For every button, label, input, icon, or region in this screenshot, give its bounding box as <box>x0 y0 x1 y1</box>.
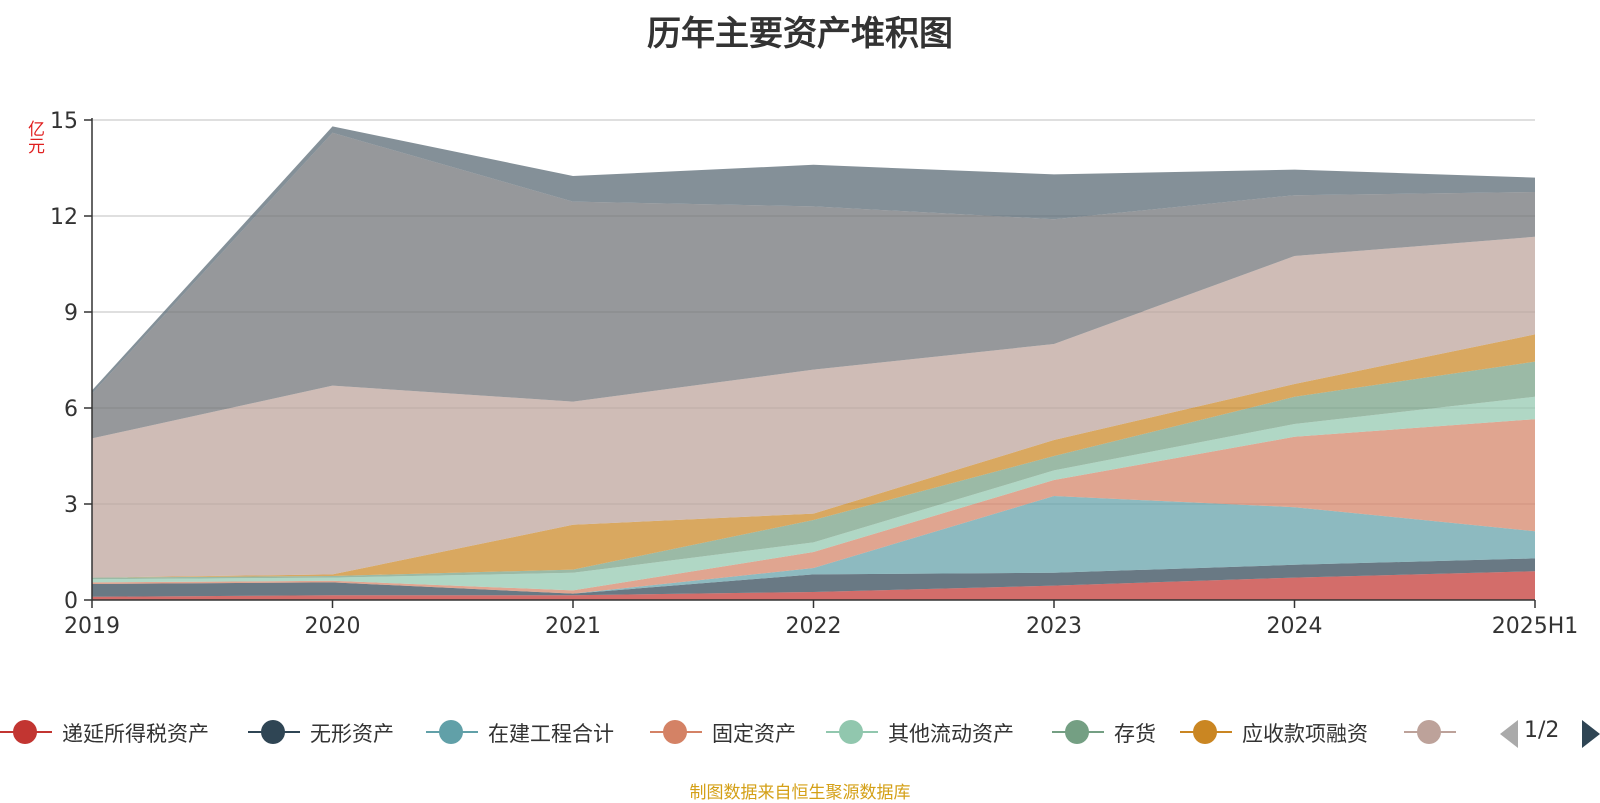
legend-next-icon[interactable] <box>1582 720 1600 748</box>
legend-marker-icon <box>1417 720 1441 744</box>
legend-marker-icon <box>13 720 37 744</box>
source-note: 制图数据来自恒生聚源数据库 <box>689 783 911 803</box>
legend-label: 无形资产 <box>310 722 394 746</box>
x-tick-label: 2019 <box>64 614 120 639</box>
y-tick-label: 15 <box>50 109 78 134</box>
legend-label: 在建工程合计 <box>488 722 614 746</box>
legend-label: 递延所得税资产 <box>62 722 209 746</box>
legend-page-indicator: 1/2 <box>1524 718 1560 743</box>
x-tick-label: 2021 <box>545 614 601 639</box>
area-4 <box>92 396 1535 591</box>
y-tick-label: 12 <box>50 205 78 230</box>
area-5 <box>92 361 1535 580</box>
x-tick-label: 2023 <box>1026 614 1082 639</box>
area-0 <box>92 571 1535 600</box>
legend-marker-icon <box>1065 720 1089 744</box>
legend-label: 应收款项融资 <box>1242 722 1368 746</box>
legend-prev-icon[interactable] <box>1500 720 1518 748</box>
area-1 <box>92 558 1535 597</box>
legend-marker-icon <box>663 720 687 744</box>
legend-marker-icon <box>1193 720 1217 744</box>
x-tick-label: 2022 <box>786 614 842 639</box>
y-tick-label: 3 <box>64 493 78 518</box>
y-tick-label: 6 <box>64 397 78 422</box>
area-3 <box>92 419 1535 594</box>
legend-label: 其他流动资产 <box>888 722 1014 746</box>
y-axis-unit: 亿元 <box>24 120 44 154</box>
legend-marker-icon <box>439 720 463 744</box>
area-8 <box>92 132 1535 439</box>
area-2 <box>92 496 1535 594</box>
legend: 递延所得税资产无形资产在建工程合计固定资产其他流动资产存货应收款项融资应收账款货… <box>0 712 1462 752</box>
y-tick-label: 0 <box>64 589 78 614</box>
legend-marker-icon <box>261 720 285 744</box>
area-9 <box>92 126 1535 394</box>
legend-label: 固定资产 <box>712 722 796 746</box>
x-tick-label: 2024 <box>1267 614 1323 639</box>
area-7 <box>92 236 1535 578</box>
chart-title: 历年主要资产堆积图 <box>647 14 953 54</box>
y-tick-label: 9 <box>64 301 78 326</box>
x-tick-label: 2020 <box>305 614 361 639</box>
legend-marker-icon <box>839 720 863 744</box>
chart-svg: 0 3 6 9 12 15 2019 2020 2021 2022 2023 2024 2025H1 <box>50 109 1579 639</box>
legend-label: 存货 <box>1114 722 1156 746</box>
x-tick-label: 2025H1 <box>1492 614 1579 639</box>
